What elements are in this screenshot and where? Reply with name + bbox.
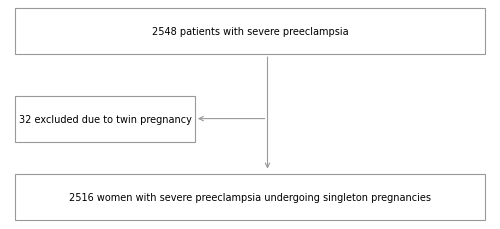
Bar [15, 174, 485, 220]
Bar [15, 96, 195, 142]
Bar [15, 9, 485, 55]
Text: 2516 women with severe preeclampsia undergoing singleton pregnancies: 2516 women with severe preeclampsia unde… [69, 192, 431, 202]
Text: 2548 patients with severe preeclampsia: 2548 patients with severe preeclampsia [152, 27, 348, 37]
Text: 32 excluded due to twin pregnancy: 32 excluded due to twin pregnancy [18, 114, 192, 124]
